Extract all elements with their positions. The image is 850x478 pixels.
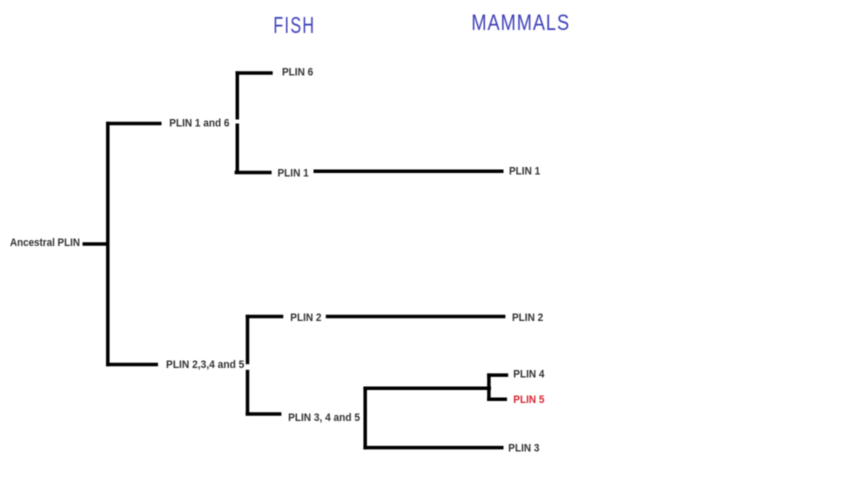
svg-text:PLIN 1: PLIN 1 xyxy=(509,165,540,178)
svg-text:PLIN 2: PLIN 2 xyxy=(290,311,321,324)
svg-text:FISH: FISH xyxy=(273,14,315,39)
svg-text:PLIN 1 and 6: PLIN 1 and 6 xyxy=(169,117,229,130)
svg-text:Ancestral PLIN: Ancestral PLIN xyxy=(10,238,80,250)
svg-text:PLIN 3, 4 and 5: PLIN 3, 4 and 5 xyxy=(288,412,360,424)
svg-text:PLIN 4: PLIN 4 xyxy=(513,368,544,381)
svg-text:PLIN 1: PLIN 1 xyxy=(278,167,309,180)
svg-text:PLIN 2: PLIN 2 xyxy=(512,311,543,324)
svg-text:PLIN 3: PLIN 3 xyxy=(508,442,539,455)
svg-text:PLIN 6: PLIN 6 xyxy=(282,66,313,79)
svg-text:PLIN 5: PLIN 5 xyxy=(513,393,544,406)
svg-text:MAMMALS: MAMMALS xyxy=(471,11,570,35)
svg-text:PLIN 2,3,4 and 5: PLIN 2,3,4 and 5 xyxy=(166,359,244,371)
